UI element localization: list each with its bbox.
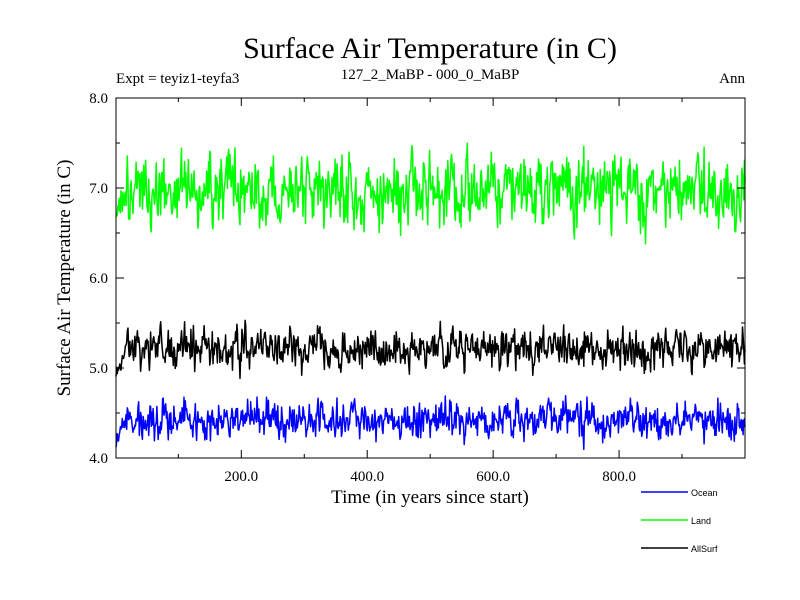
y-tick-label: 4.0 bbox=[89, 451, 108, 467]
period-label: 127_2_MaBP - 000_0_MaBP bbox=[341, 67, 520, 83]
x-tick-label: 800.0 bbox=[602, 469, 636, 485]
y-tick-label: 6.0 bbox=[89, 271, 108, 287]
x-axis-label: Time (in years since start) bbox=[331, 487, 529, 508]
y-tick-label: 5.0 bbox=[89, 361, 108, 377]
x-tick-label: 200.0 bbox=[224, 469, 258, 485]
experiment-label: Expt = teyiz1-teyfa3 bbox=[116, 71, 239, 87]
series-line-land bbox=[115, 142, 746, 245]
legend: Ocean Land AllSurf bbox=[641, 488, 718, 554]
legend-label-ocean: Ocean bbox=[691, 488, 718, 498]
y-axis-label: Surface Air Temperature (in C) bbox=[54, 160, 75, 397]
season-label: Ann bbox=[719, 71, 745, 87]
legend-label-land: Land bbox=[691, 516, 711, 526]
x-tick-label: 400.0 bbox=[350, 469, 384, 485]
series-line-allsurf bbox=[115, 319, 746, 380]
legend-label-allsurf: AllSurf bbox=[691, 544, 718, 554]
series-line-ocean bbox=[115, 394, 746, 451]
x-tick-label: 600.0 bbox=[476, 469, 510, 485]
y-tick-label: 8.0 bbox=[89, 91, 108, 107]
y-tick-label: 7.0 bbox=[89, 181, 108, 197]
chart-title: Surface Air Temperature (in C) bbox=[243, 32, 617, 65]
axis-layer: 200.0 400.0 600.0 800.0 4.0 5.0 6.0 7.0 8.0 bbox=[89, 91, 745, 485]
series-layer bbox=[115, 142, 746, 451]
